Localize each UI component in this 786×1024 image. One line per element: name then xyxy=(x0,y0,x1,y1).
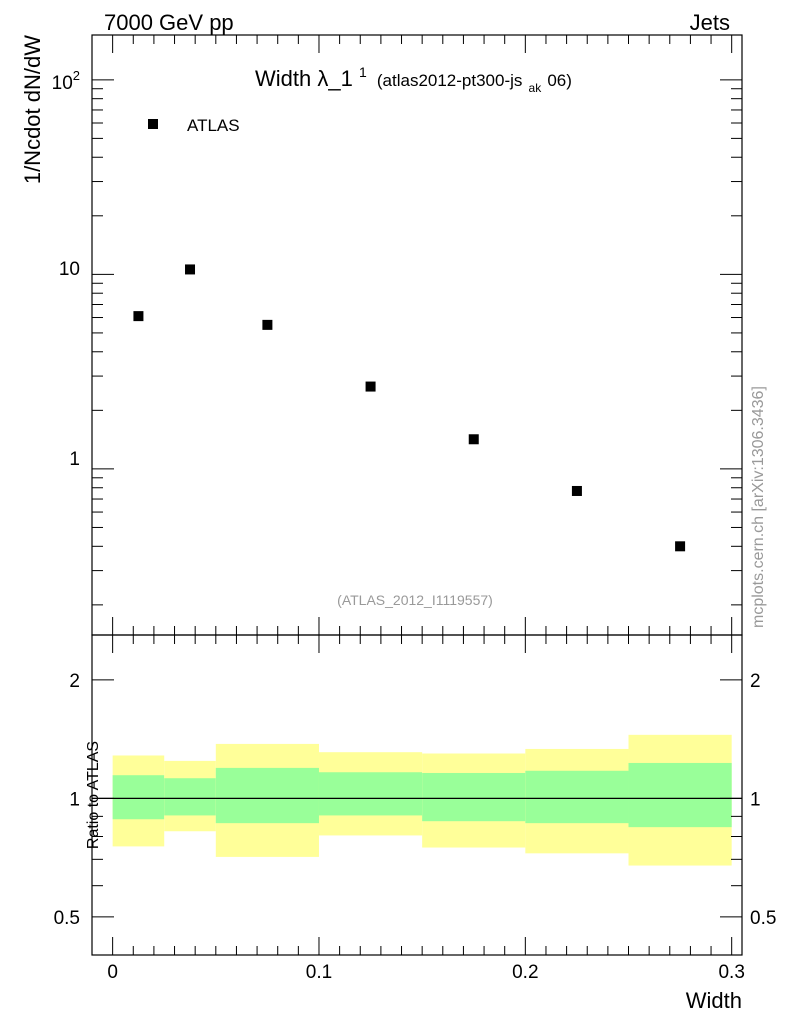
title-sub-post: 06) xyxy=(547,71,572,90)
atlas-point xyxy=(185,264,196,275)
xtick-label: 0.3 xyxy=(718,962,744,983)
main-ylabel: 1/Ncdot dN/dW xyxy=(20,35,45,184)
atlas-point xyxy=(675,541,686,552)
atlas-points xyxy=(133,264,686,552)
atlas-point xyxy=(133,311,144,322)
main-axis-ticks xyxy=(92,35,742,635)
header-right: Jets xyxy=(690,10,730,35)
ratio-axis-ticks xyxy=(92,635,742,956)
ratio-ytick-label-right: 1 xyxy=(750,789,761,810)
ratio-ytick-label-left: 1 xyxy=(69,789,80,810)
atlas-point xyxy=(262,319,273,330)
title-sup: 1 xyxy=(359,64,367,80)
header-left: 7000 GeV pp xyxy=(104,10,234,35)
ratio-y-tick-labels: 0.5 0.5 1 1 2 2 xyxy=(54,671,777,929)
title-sub-sub: ak xyxy=(529,81,543,95)
analysis-watermark: (ATLAS_2012_I1119557) xyxy=(337,592,493,608)
ratio-inner-band xyxy=(628,762,732,828)
ratio-ytick-label-left: 2 xyxy=(69,671,80,692)
ratio-ytick-label-right: 0.5 xyxy=(750,908,776,929)
side-label: mcplots.cern.ch [arXiv:1306.3436] xyxy=(750,386,767,628)
ratio-inner-band xyxy=(318,772,423,816)
ratio-ytick-label-left: 0.5 xyxy=(54,908,80,929)
ratio-ylabel: Ratio to ATLAS xyxy=(85,741,102,849)
atlas-point xyxy=(365,381,376,392)
legend-label: ATLAS xyxy=(187,116,240,135)
atlas-point xyxy=(468,434,479,445)
xtick-label: 0 xyxy=(107,962,118,983)
title-sub-pre: (atlas2012-pt300-js xyxy=(377,71,523,90)
ratio-inner-band xyxy=(422,772,526,822)
xtick-label: 0.2 xyxy=(512,962,538,983)
main-title: Width λ_1 1 (atlas2012-pt300-js ak 06) xyxy=(255,57,572,97)
ytick-100-base: 10 xyxy=(52,73,73,94)
atlas-point xyxy=(571,485,582,496)
title-main: Width λ_1 xyxy=(255,66,353,91)
x-tick-labels: 0 0.1 0.2 0.3 xyxy=(107,962,745,983)
ratio-bands xyxy=(112,734,732,866)
ratio-frame xyxy=(91,634,743,956)
ytick-label-10: 10 xyxy=(59,259,80,280)
ytick-100-power: 2 xyxy=(73,68,80,83)
legend-marker xyxy=(148,119,158,129)
xlabel: Width xyxy=(686,988,742,1013)
ratio-inner-band xyxy=(164,778,216,816)
ratio-inner-band xyxy=(112,775,165,820)
ratio-inner-band xyxy=(215,767,319,824)
ytick-label-1: 1 xyxy=(69,449,80,470)
ratio-inner-band xyxy=(525,770,629,824)
ytick-label-100: 102 xyxy=(52,68,80,94)
xtick-label: 0.1 xyxy=(306,962,332,983)
ratio-ytick-label-right: 2 xyxy=(750,671,761,692)
